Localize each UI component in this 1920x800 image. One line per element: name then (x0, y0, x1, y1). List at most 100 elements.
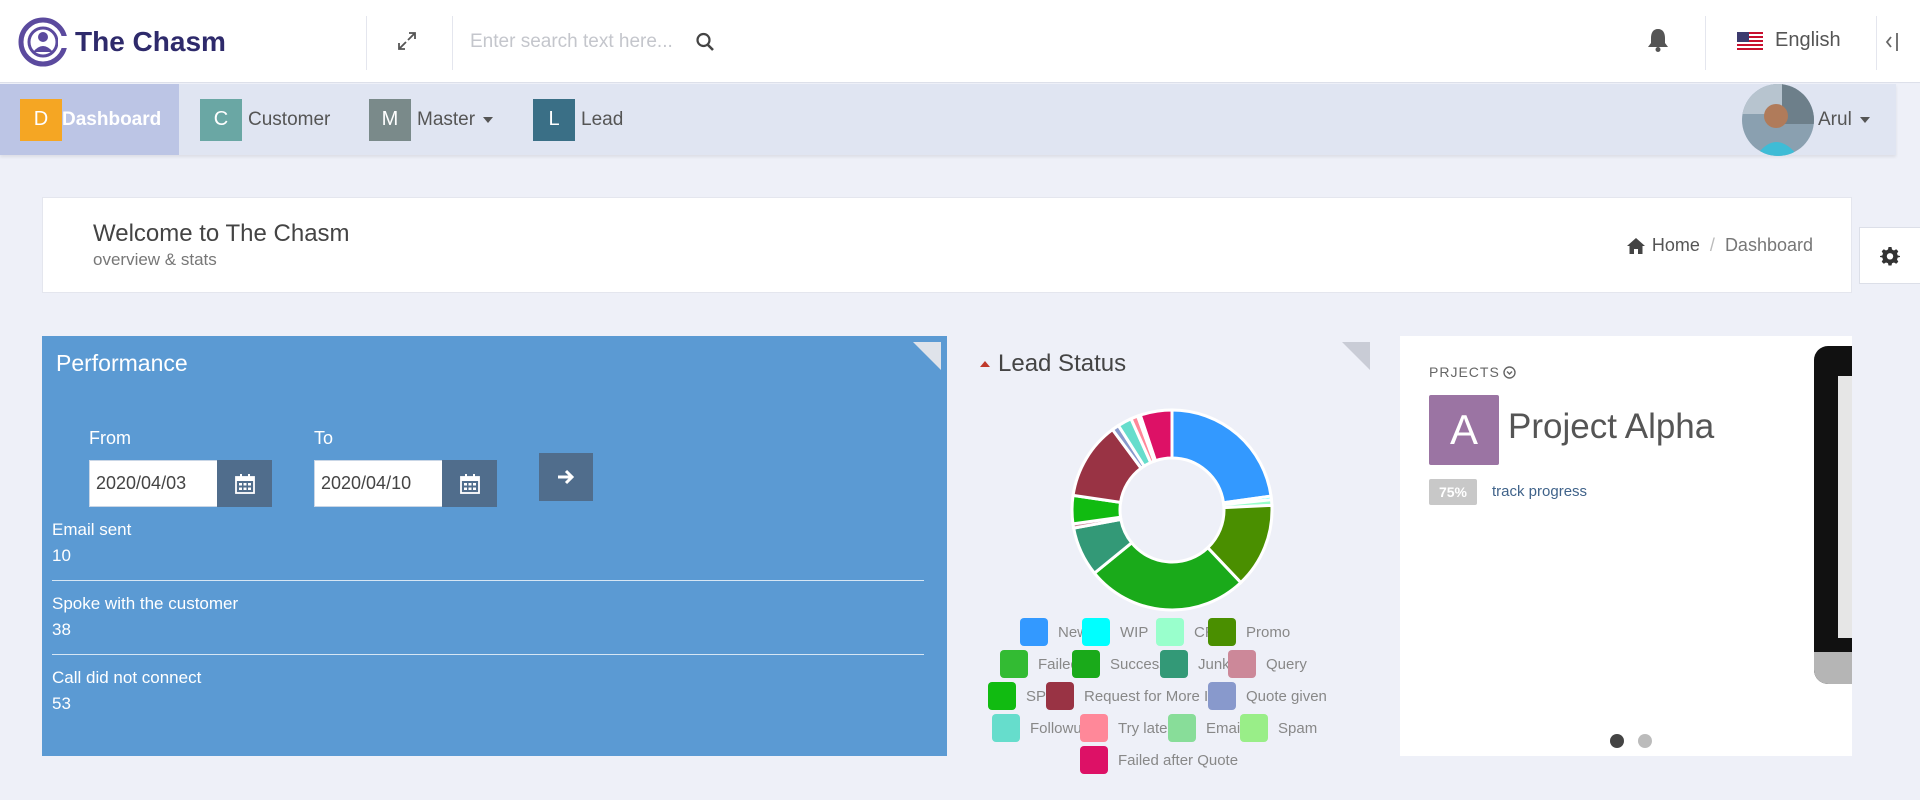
legend-label: Email (1206, 719, 1244, 737)
search-icon[interactable] (695, 31, 715, 53)
stat-item: Email sent 10 (52, 520, 932, 566)
nav-badge: M (369, 98, 411, 141)
legend-item-promo[interactable]: Promo (1208, 618, 1290, 646)
nav-badge: D (20, 98, 62, 141)
settings-button[interactable] (1859, 227, 1920, 284)
legend-item-quote-given[interactable]: Quote given (1208, 682, 1327, 710)
nav-item-dashboard[interactable]: D Dashboard (0, 84, 179, 155)
top-bar: The Chasm English (0, 0, 1920, 83)
phone-bottom (1814, 652, 1852, 684)
nav-badge: C (200, 98, 242, 141)
legend-swatch (988, 682, 1016, 710)
to-date-input[interactable] (314, 460, 442, 507)
phone-preview-image (1814, 346, 1852, 684)
apply-date-button[interactable] (539, 453, 593, 501)
legend-swatch (1020, 618, 1048, 646)
legend-item-request-for-more-info[interactable]: Request for More Info (1046, 682, 1229, 710)
legend-label: SP (1026, 687, 1047, 705)
legend-label: Followup (1030, 719, 1091, 737)
search-input[interactable] (470, 26, 730, 58)
bell-icon[interactable] (1646, 27, 1670, 53)
legend-item-new[interactable]: New (1020, 618, 1088, 646)
legend-item-sp[interactable]: SP (988, 682, 1046, 710)
carousel-indicators (1610, 734, 1652, 748)
donut-slice-failed-after-quote[interactable] (1138, 408, 1174, 463)
page-title: Welcome to The Chasm (93, 220, 350, 247)
logo-icon (18, 17, 68, 67)
from-label: From (89, 428, 131, 448)
stat-label: Spoke with the customer (52, 594, 239, 613)
from-date-input[interactable] (89, 460, 217, 507)
legend-label: Request for More Info (1084, 687, 1230, 705)
legend-item-spam[interactable]: Spam (1240, 714, 1317, 742)
avatar (1742, 83, 1814, 156)
chevron-circle-down-icon[interactable] (1503, 365, 1516, 379)
legend-swatch (1080, 746, 1108, 774)
legend-swatch (1208, 618, 1236, 646)
nav-item-customer[interactable]: C Customer (200, 84, 330, 155)
page-subtitle: overview & stats (93, 250, 217, 269)
arrow-right-icon (558, 469, 575, 485)
breadcrumb-home[interactable]: Home (1626, 235, 1700, 256)
legend-item-failed[interactable]: Failed (1000, 650, 1079, 678)
legend-label: Try later (1118, 719, 1173, 737)
calendar-icon (234, 473, 255, 494)
legend-item-followup[interactable]: Followup (992, 714, 1090, 742)
legend-item-failed-after-quote[interactable]: Failed after Quote (1080, 746, 1238, 774)
project-name[interactable]: Project Alpha (1508, 407, 1715, 446)
legend-label: Failed (1038, 655, 1079, 673)
progress-badge: 75% (1429, 479, 1477, 505)
carousel-dot[interactable] (1638, 734, 1652, 748)
us-flag-icon (1737, 31, 1763, 50)
breadcrumb: Home / Dashboard (1626, 235, 1813, 256)
legend-swatch (1000, 650, 1028, 678)
legend-label: Junk (1198, 655, 1230, 673)
legend-item-success[interactable]: Success (1072, 650, 1167, 678)
panel-corner (913, 342, 941, 370)
divider (52, 580, 924, 581)
from-calendar-button[interactable] (217, 460, 272, 507)
legend-item-email[interactable]: Email (1168, 714, 1244, 742)
language-label: English (1775, 29, 1841, 51)
to-calendar-button[interactable] (442, 460, 497, 507)
breadcrumb-separator: / (1709, 235, 1715, 255)
performance-panel: Performance From To (42, 336, 947, 756)
divider (1876, 16, 1877, 70)
breadcrumb-home-label: Home (1651, 235, 1700, 255)
user-menu[interactable]: Arul (1742, 83, 1870, 156)
nav-label: Lead (581, 108, 624, 130)
logo[interactable]: The Chasm (18, 16, 226, 68)
stat-label: Email sent (52, 520, 132, 539)
legend-swatch (1240, 714, 1268, 742)
legend-item-junk[interactable]: Junk (1160, 650, 1230, 678)
nav-item-lead[interactable]: L Lead (533, 84, 623, 155)
home-icon (1626, 237, 1645, 254)
nav-label: Customer (248, 108, 331, 130)
breadcrumb-current: Dashboard (1724, 235, 1813, 255)
phone-screen (1838, 376, 1852, 638)
chevron-down-icon (483, 116, 494, 123)
collapse-sidebar-icon[interactable] (1882, 28, 1906, 56)
stat-item: Call did not connect 53 (52, 668, 932, 714)
donut-slice-new[interactable] (1170, 408, 1273, 505)
donut-slice-success[interactable] (1092, 540, 1243, 612)
legend-item-query[interactable]: Query (1228, 650, 1307, 678)
page-header: Welcome to The Chasm overview & stats Ho… (42, 197, 1852, 293)
lead-status-title-text: Lead Status (998, 350, 1127, 377)
nav-item-master[interactable]: M Master (369, 84, 494, 155)
user-name: Arul (1818, 108, 1852, 130)
carousel-dot[interactable] (1610, 734, 1624, 748)
legend-item-cr[interactable]: CR (1156, 618, 1216, 646)
legend-label: Query (1266, 655, 1307, 673)
stat-label: Call did not connect (52, 668, 202, 687)
legend-item-try-later[interactable]: Try later (1080, 714, 1172, 742)
legend-label: Quote given (1246, 687, 1327, 705)
track-progress-link[interactable]: track progress (1492, 483, 1588, 500)
lead-status-title: Lead Status (980, 350, 1126, 378)
projects-panel: PRJECTS A Project Alpha 75% track progre… (1400, 336, 1852, 756)
legend-item-wip[interactable]: WIP (1082, 618, 1148, 646)
divider (452, 16, 453, 70)
language-selector[interactable]: English (1737, 29, 1841, 52)
expand-icon[interactable] (394, 28, 420, 54)
legend-swatch (1228, 650, 1256, 678)
